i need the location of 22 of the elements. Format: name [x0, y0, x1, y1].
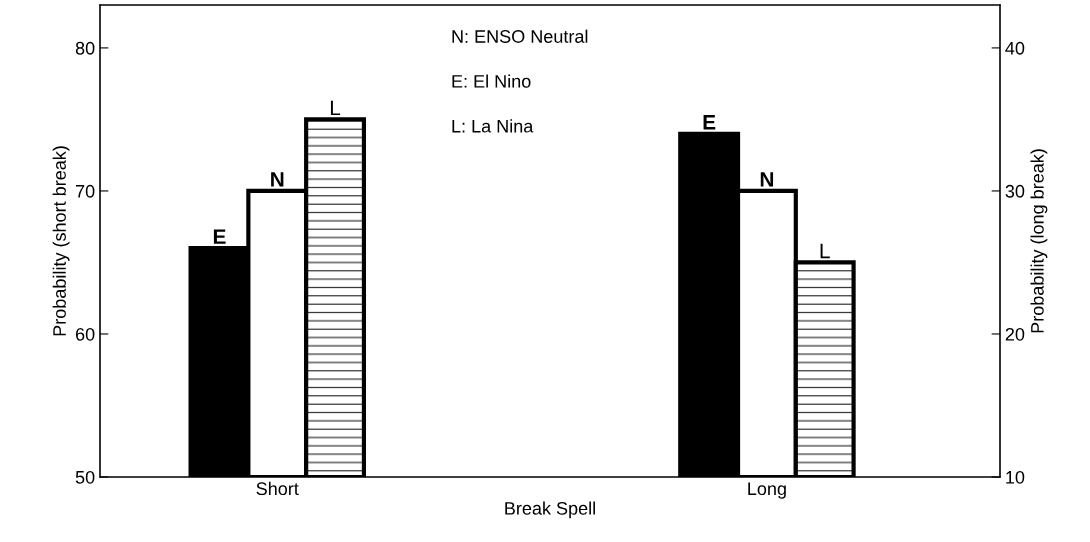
series-label: E: [213, 229, 226, 244]
annotation: L: La Nina: [452, 119, 534, 133]
series-label: L: [330, 100, 341, 116]
series-label: E: [703, 115, 716, 130]
x-tick-label: Short: [256, 481, 299, 496]
y-tick-label: 50: [75, 470, 95, 484]
y-tick-label: 70: [75, 184, 95, 198]
x-axis-title: Break Spell: [505, 501, 595, 519]
y2-axis-title: Probability (long break): [1030, 149, 1048, 333]
y2-tick-label: 10: [1006, 470, 1025, 484]
annotation: N: ENSO Neutral: [452, 29, 588, 43]
y-tick-label: 60: [75, 327, 95, 341]
y-axis-title: Probability (short break): [52, 146, 70, 336]
series-label: N: [760, 172, 774, 187]
y2-tick-label: 40: [1005, 41, 1025, 55]
y2-tick-label: 30: [1005, 184, 1025, 198]
x-tick-label: Long: [748, 482, 786, 499]
y2-tick-label: 20: [1005, 327, 1025, 341]
annotation: E: El Nino: [452, 74, 531, 88]
series-label: N: [271, 172, 284, 187]
series-label: L: [820, 243, 830, 259]
y-tick-label: 80: [75, 41, 95, 55]
